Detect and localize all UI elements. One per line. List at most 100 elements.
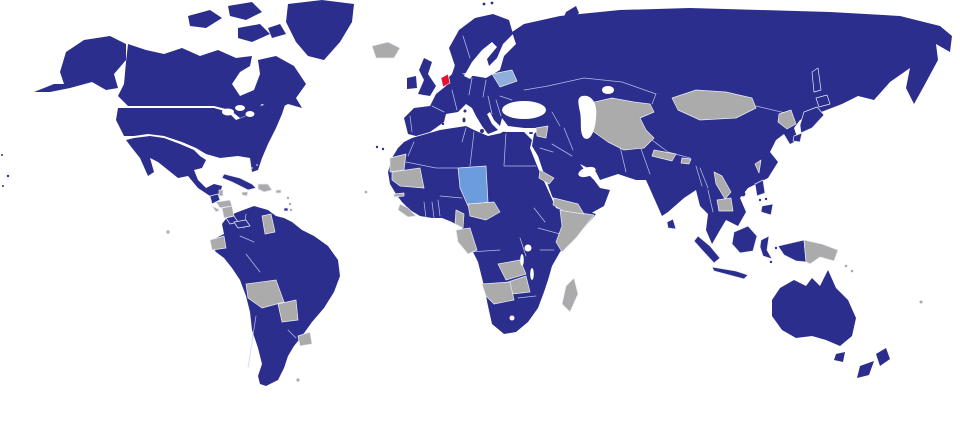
island-svalbard xyxy=(482,2,486,6)
country-mauritania xyxy=(391,167,425,189)
island-lesser-antilles xyxy=(288,202,292,206)
island-crete xyxy=(501,131,507,135)
island-cape-verde xyxy=(364,190,368,194)
country-eritrea xyxy=(538,169,555,185)
country-new-zealand-north xyxy=(876,348,890,366)
island-bahamas xyxy=(251,167,253,169)
country-canada xyxy=(118,44,306,118)
arctic-island xyxy=(268,24,286,38)
water-lake-victoria xyxy=(524,244,532,252)
country-sri-lanka xyxy=(666,218,677,230)
island-fiji xyxy=(919,300,923,304)
island-hawaii xyxy=(1,154,3,156)
country-papua-new-guinea xyxy=(803,239,839,265)
region-central-asia xyxy=(585,97,655,151)
country-taiwan xyxy=(754,159,762,174)
country-central-african-republic xyxy=(467,201,501,221)
inland-water xyxy=(222,42,614,321)
country-zambia xyxy=(497,259,527,281)
island-sardinia xyxy=(462,117,466,123)
arctic-island xyxy=(228,2,262,20)
island-java xyxy=(711,266,749,280)
island-bahamas xyxy=(256,164,258,166)
water-baltic-sea xyxy=(464,42,497,79)
island-hokkaido xyxy=(815,94,831,108)
country-ecuador xyxy=(209,235,227,251)
country-overlays xyxy=(1,41,923,382)
continent-africa xyxy=(388,126,596,334)
country-panama xyxy=(233,219,251,229)
country-uk xyxy=(418,58,436,96)
island-visayas xyxy=(764,197,768,201)
country-gambia xyxy=(393,192,405,198)
island-moluccas xyxy=(769,260,773,264)
country-guyana xyxy=(261,213,276,235)
island-tasmania xyxy=(834,352,845,362)
region-scandinavia xyxy=(449,14,513,74)
country-mongolia xyxy=(671,89,757,121)
island-luzon xyxy=(754,179,766,197)
island-solomon xyxy=(844,264,848,268)
water-great-lakes xyxy=(245,111,255,117)
country-iceland xyxy=(371,41,401,59)
country-sierra-leone-liberia xyxy=(397,203,417,218)
country-somalia xyxy=(555,209,595,253)
island-hawaii xyxy=(6,174,10,178)
island-kyushu xyxy=(792,132,803,143)
landmasses xyxy=(34,0,952,386)
country-guatemala xyxy=(209,193,221,205)
island-lesser-antilles xyxy=(289,208,293,212)
water-caspian-sea xyxy=(578,95,597,139)
water-lake-malawi xyxy=(530,268,534,280)
island-sicily xyxy=(480,129,484,133)
island-cyprus xyxy=(529,132,533,134)
country-laos xyxy=(713,171,732,200)
country-cuba xyxy=(221,173,257,191)
country-netherlands xyxy=(440,73,451,88)
country-bhutan xyxy=(680,157,692,165)
country-belarus xyxy=(491,69,518,88)
country-new-zealand-south xyxy=(857,361,874,378)
water-persian-gulf xyxy=(578,166,596,178)
island-novaya-zemlya xyxy=(560,6,579,30)
country-lesotho-enclave xyxy=(509,315,515,321)
country-cambodia xyxy=(716,197,734,212)
arctic-island xyxy=(238,24,270,42)
country-namibia-botswana xyxy=(481,281,515,305)
island-sulawesi xyxy=(759,235,773,260)
island-galapagos xyxy=(166,230,170,234)
island-mindanao xyxy=(760,203,774,216)
island-balearic xyxy=(441,122,445,126)
island-canary xyxy=(375,145,379,149)
country-madagascar xyxy=(561,277,579,313)
water-great-lakes xyxy=(235,105,245,111)
country-greenland xyxy=(286,0,354,60)
island-hainan xyxy=(740,191,746,197)
island-moluccas xyxy=(774,246,778,250)
country-alaska xyxy=(34,36,126,92)
country-nepal xyxy=(651,149,677,162)
country-gabon-congo xyxy=(455,227,478,255)
country-trinidad xyxy=(283,207,289,212)
country-yemen xyxy=(552,197,585,215)
border-lines-africa xyxy=(403,127,561,299)
island-hispaniola xyxy=(257,183,273,193)
island-lesser-antilles xyxy=(286,196,290,200)
water-black-sea xyxy=(502,101,546,119)
country-western-sahara xyxy=(389,153,407,173)
water-lake-tanganyika xyxy=(520,254,524,266)
country-uruguay xyxy=(297,331,313,347)
island-sumatra xyxy=(693,235,721,264)
country-usa xyxy=(116,102,286,172)
island-borneo xyxy=(731,225,758,254)
water-great-lakes xyxy=(222,108,234,116)
country-cameroon xyxy=(454,209,465,229)
island-visayas xyxy=(758,198,762,202)
continent-eurasia xyxy=(404,8,952,244)
country-paraguay xyxy=(277,299,299,323)
border-lines-asia xyxy=(539,77,791,213)
island-corsica xyxy=(463,109,467,113)
island-solomon xyxy=(850,269,854,273)
